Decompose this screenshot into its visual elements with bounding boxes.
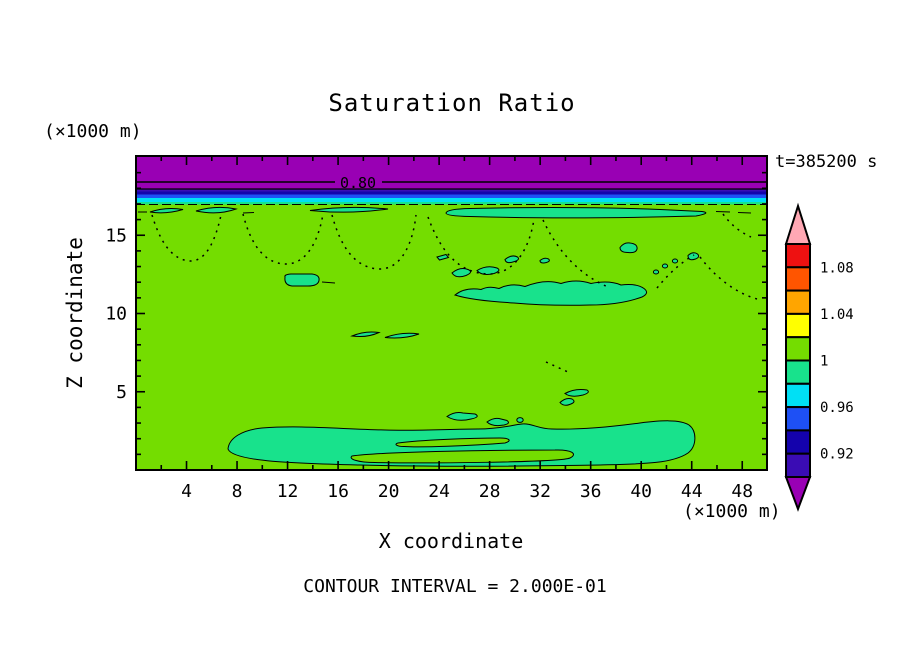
band-purple — [136, 156, 767, 189]
colorbar-segment — [785, 243, 811, 269]
colorbar: 1.08 1.04 1 0.96 0.92 — [784, 202, 854, 512]
pocket-patch — [559, 397, 575, 406]
pocket-patch — [436, 253, 450, 261]
x-axis-units-label: (×1000 m) — [683, 501, 781, 522]
colorbar-segments — [785, 243, 811, 479]
colorbar-overflow-arrow — [784, 202, 812, 245]
lens-dash — [321, 281, 336, 284]
lens-dash — [737, 212, 752, 214]
inner-layer — [395, 437, 510, 448]
ground-pool-inner-layers — [350, 437, 574, 464]
x-tick-label: 12 — [277, 481, 299, 502]
lens-dash — [715, 211, 731, 213]
layer-patch — [453, 280, 648, 306]
colorbar-tick-label: 0.92 — [820, 447, 854, 463]
y-axis-title: Z coordinate — [63, 237, 87, 389]
dot-patch — [516, 417, 524, 423]
band-navy — [136, 191, 767, 195]
colorbar-tick-label: 1.08 — [820, 260, 854, 276]
inner-layer — [350, 449, 574, 464]
band-blue — [136, 194, 767, 198]
lens-patch — [309, 206, 389, 213]
lens-patch — [350, 331, 381, 338]
x-tick-label: 44 — [681, 481, 703, 502]
x-tick-label: 16 — [327, 481, 349, 502]
contour-interval-note: CONTOUR INTERVAL = 2.000E-01 — [303, 576, 606, 597]
y-tick-label: 15 — [105, 225, 127, 246]
colorbar-tick-label: 1 — [820, 354, 828, 370]
colorbar-segment — [785, 266, 811, 292]
pocket-patch — [486, 417, 509, 427]
colorbar-segment — [785, 336, 811, 362]
x-axis-title: X coordinate — [379, 529, 524, 553]
x-tick-label: 48 — [731, 481, 753, 502]
band-indigo — [136, 189, 767, 192]
x-tick-label: 32 — [529, 481, 551, 502]
band-cyan — [136, 198, 767, 202]
contour-line-label: 0.80 — [340, 174, 376, 192]
field-bands: 0.80 — [136, 156, 767, 469]
pocket-patch — [619, 242, 638, 254]
time-annotation: t=385200 s — [775, 152, 877, 172]
x-tick-label: 24 — [428, 481, 450, 502]
pocket-patch — [451, 268, 472, 278]
colorbar-segment — [785, 429, 811, 455]
pocket-patch — [687, 252, 700, 261]
pocket-patch — [539, 257, 550, 264]
colorbar-segment — [785, 359, 811, 385]
dotted-contours — [151, 213, 758, 373]
festoon-contour — [331, 214, 417, 270]
festoon-contour — [151, 214, 222, 262]
lens-patch — [384, 332, 420, 339]
festoon-contour — [542, 219, 609, 288]
x-tick-label: 8 — [232, 481, 243, 502]
band-springgreen — [136, 202, 767, 205]
colorbar-labels: 1.08 1.04 1 0.96 0.92 — [820, 260, 854, 462]
y-tick-label: 10 — [105, 304, 127, 325]
festoon-contour — [242, 213, 324, 265]
y-axis-units-label: (×1000 m) — [44, 121, 142, 142]
x-tick-label: 4 — [181, 481, 192, 502]
pocket-patch — [504, 255, 519, 264]
colorbar-tick-label: 1.04 — [820, 307, 854, 323]
lens-patch — [195, 206, 238, 214]
pocket-patch — [564, 388, 589, 397]
dot-patch — [661, 263, 669, 269]
axis-ticks — [136, 156, 767, 470]
colorbar-segment — [785, 289, 811, 315]
dot-patch — [652, 269, 660, 275]
colorbar-segment — [785, 382, 811, 409]
pocket-patch — [446, 411, 478, 421]
lens-patch — [149, 207, 184, 214]
lens-dash — [242, 212, 255, 214]
x-tick-label: 20 — [378, 481, 400, 502]
colorbar-underflow-arrow — [784, 476, 812, 512]
pocket-patch — [284, 273, 320, 287]
x-tick-label: 40 — [630, 481, 652, 502]
colorbar-tick-label: 0.96 — [820, 400, 854, 416]
colorbar-segment — [785, 452, 811, 479]
colorbar-segment — [785, 406, 811, 432]
x-tick-label: 28 — [479, 481, 501, 502]
chart-title: Saturation Ratio — [328, 89, 575, 117]
lens-patch — [445, 206, 707, 219]
colorbar-segment — [785, 312, 811, 339]
x-tick-label: 36 — [580, 481, 602, 502]
y-tick-label: 5 — [116, 382, 127, 403]
festoon-contour — [699, 256, 758, 300]
dot-patch — [671, 258, 679, 264]
